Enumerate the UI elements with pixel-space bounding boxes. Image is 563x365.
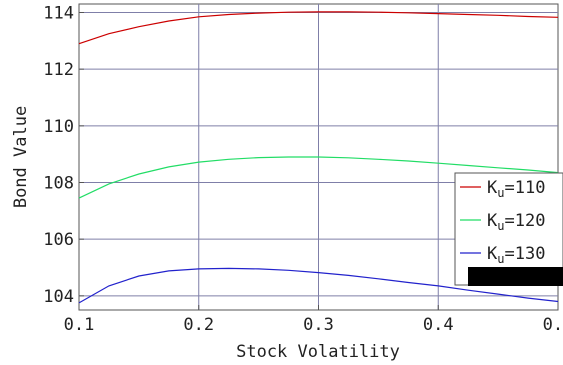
x-tick-label: 0.1 (64, 315, 95, 335)
series-line-2 (78, 156, 559, 199)
y-tick-label: 104 (43, 287, 74, 307)
y-tick-label: 110 (43, 117, 74, 137)
x-tick-label: 0.4 (423, 315, 454, 335)
legend-label: Ku=130 (487, 244, 545, 266)
legend-label: Ku=110 (487, 178, 545, 200)
legend-box (454, 172, 563, 286)
legend-label: Ku=120 (487, 211, 545, 233)
y-tick-label: 112 (43, 60, 74, 80)
x-tick-label: 0.2 (183, 315, 214, 335)
legend-redaction-bar (468, 267, 563, 286)
y-tick-labels: 104 106 108 110 112 114 (43, 4, 84, 307)
y-axis-title: Bond Value (11, 106, 31, 208)
x-tick-label: 0.5 (543, 315, 563, 335)
y-tick-label: 108 (43, 174, 74, 194)
series-line-1 (78, 11, 559, 45)
x-tick-labels: 0.1 0.2 0.3 0.4 0.5 (64, 305, 563, 335)
legend: Ku=110 Ku=120 Ku=130 (454, 172, 563, 286)
series-group (78, 11, 559, 304)
x-tick-label: 0.3 (303, 315, 334, 335)
y-tick-label: 114 (43, 4, 74, 24)
series-line-3 (78, 267, 559, 304)
x-axis-title: Stock Volatility (236, 342, 400, 362)
y-tick-label: 106 (43, 230, 74, 250)
